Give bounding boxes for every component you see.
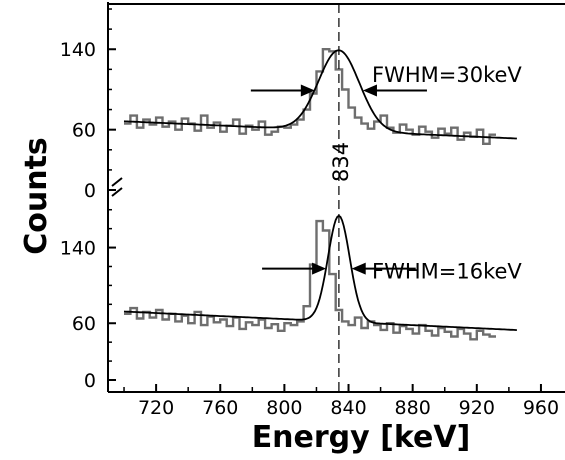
fit-curve-upper xyxy=(123,49,517,140)
x-tick-label: 920 xyxy=(459,397,495,419)
x-tick-label: 840 xyxy=(330,397,366,419)
x-tick-label: 960 xyxy=(523,397,559,419)
fwhm-arrowhead-right xyxy=(351,262,366,275)
y-tick-label: 0 xyxy=(84,180,96,202)
fwhm-annotation-upper: FWHM=30keV xyxy=(372,63,522,87)
y-tick-label: 60 xyxy=(72,120,96,142)
axis-break-mark xyxy=(111,177,123,187)
fwhm-arrowhead-left xyxy=(300,84,315,97)
x-tick-label: 720 xyxy=(138,397,174,419)
y-tick-label: 140 xyxy=(60,39,96,61)
y-tick-label: 0 xyxy=(84,370,96,392)
y-tick-label: 140 xyxy=(60,238,96,260)
axis-break-mark xyxy=(111,187,123,197)
y-axis-title: Counts xyxy=(19,137,54,255)
fwhm-arrowhead-right xyxy=(362,84,377,97)
reference-line-label: 834 xyxy=(329,142,353,182)
x-tick-label: 760 xyxy=(202,397,238,419)
y-tick-label: 60 xyxy=(72,313,96,335)
x-tick-label: 880 xyxy=(395,397,431,419)
x-tick-label: 800 xyxy=(266,397,302,419)
histogram-lower xyxy=(124,219,496,341)
fit-curve-lower xyxy=(123,214,517,331)
fwhm-arrowhead-left xyxy=(312,262,327,275)
x-axis-title: Energy [keV] xyxy=(252,420,471,455)
fwhm-annotation-lower: FWHM=16keV xyxy=(372,260,522,284)
